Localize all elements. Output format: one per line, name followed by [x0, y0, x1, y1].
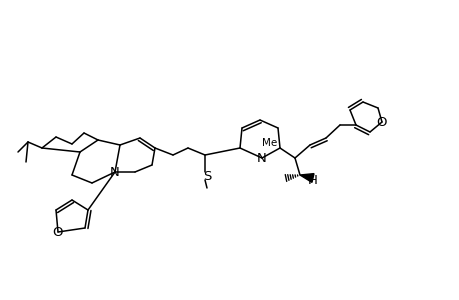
Text: N: N	[110, 166, 120, 178]
Text: S: S	[202, 169, 211, 182]
Text: N: N	[257, 152, 266, 164]
Polygon shape	[299, 174, 313, 182]
Text: O: O	[53, 226, 63, 238]
Text: H: H	[308, 173, 317, 187]
Text: Me: Me	[262, 138, 277, 148]
Text: O: O	[376, 116, 386, 128]
